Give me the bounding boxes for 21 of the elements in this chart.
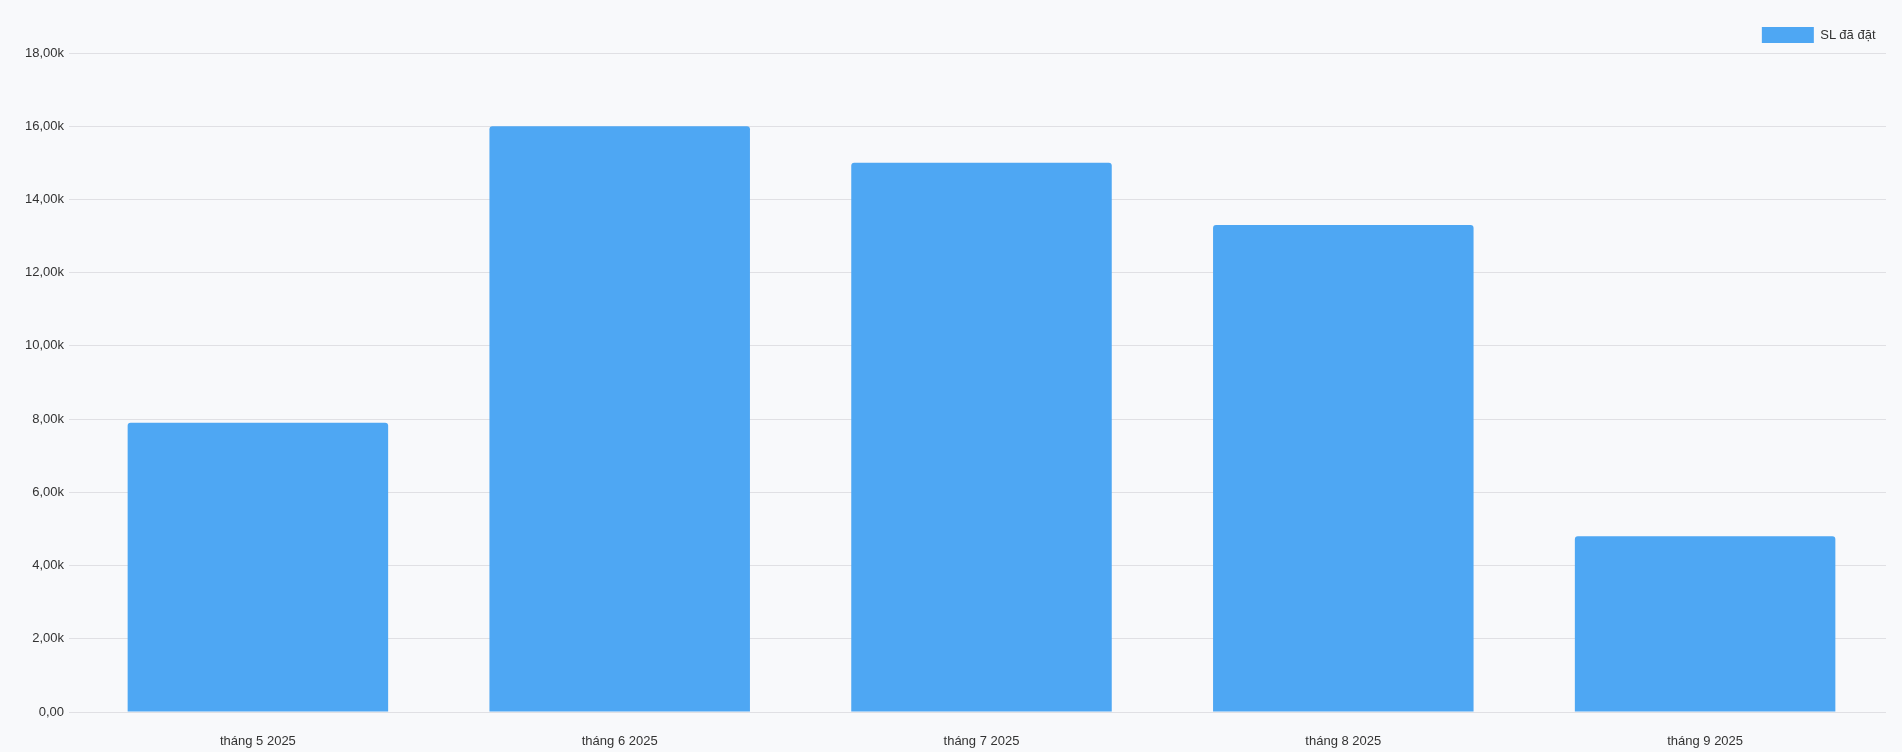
bar bbox=[851, 162, 1112, 712]
x-tick-label: tháng 6 2025 bbox=[581, 733, 658, 749]
y-tick-label: 12,00k bbox=[24, 264, 65, 280]
y-tick-label: 18,00k bbox=[24, 44, 65, 60]
x-tick-label: tháng 5 2025 bbox=[219, 733, 296, 749]
y-tick-label: 2,00k bbox=[32, 630, 65, 646]
y-tick-label: 6,00k bbox=[32, 483, 65, 499]
bar bbox=[489, 126, 750, 712]
legend-label: SL đã đặt bbox=[1820, 26, 1876, 42]
y-tick-label: 16,00k bbox=[24, 117, 65, 133]
y-tick-label: 14,00k bbox=[24, 191, 65, 207]
y-tick-label: 0,00 bbox=[38, 703, 64, 719]
y-tick-label: 4,00k bbox=[32, 557, 65, 573]
bar bbox=[1574, 536, 1836, 712]
y-tick-label: 10,00k bbox=[24, 337, 65, 353]
x-tick-label: tháng 7 2025 bbox=[943, 733, 1020, 749]
bar bbox=[127, 422, 389, 712]
y-tick-label: 8,00k bbox=[32, 410, 65, 426]
x-tick-label: tháng 9 2025 bbox=[1667, 733, 1744, 749]
x-tick-label: tháng 8 2025 bbox=[1305, 733, 1382, 749]
bar bbox=[1213, 225, 1474, 712]
